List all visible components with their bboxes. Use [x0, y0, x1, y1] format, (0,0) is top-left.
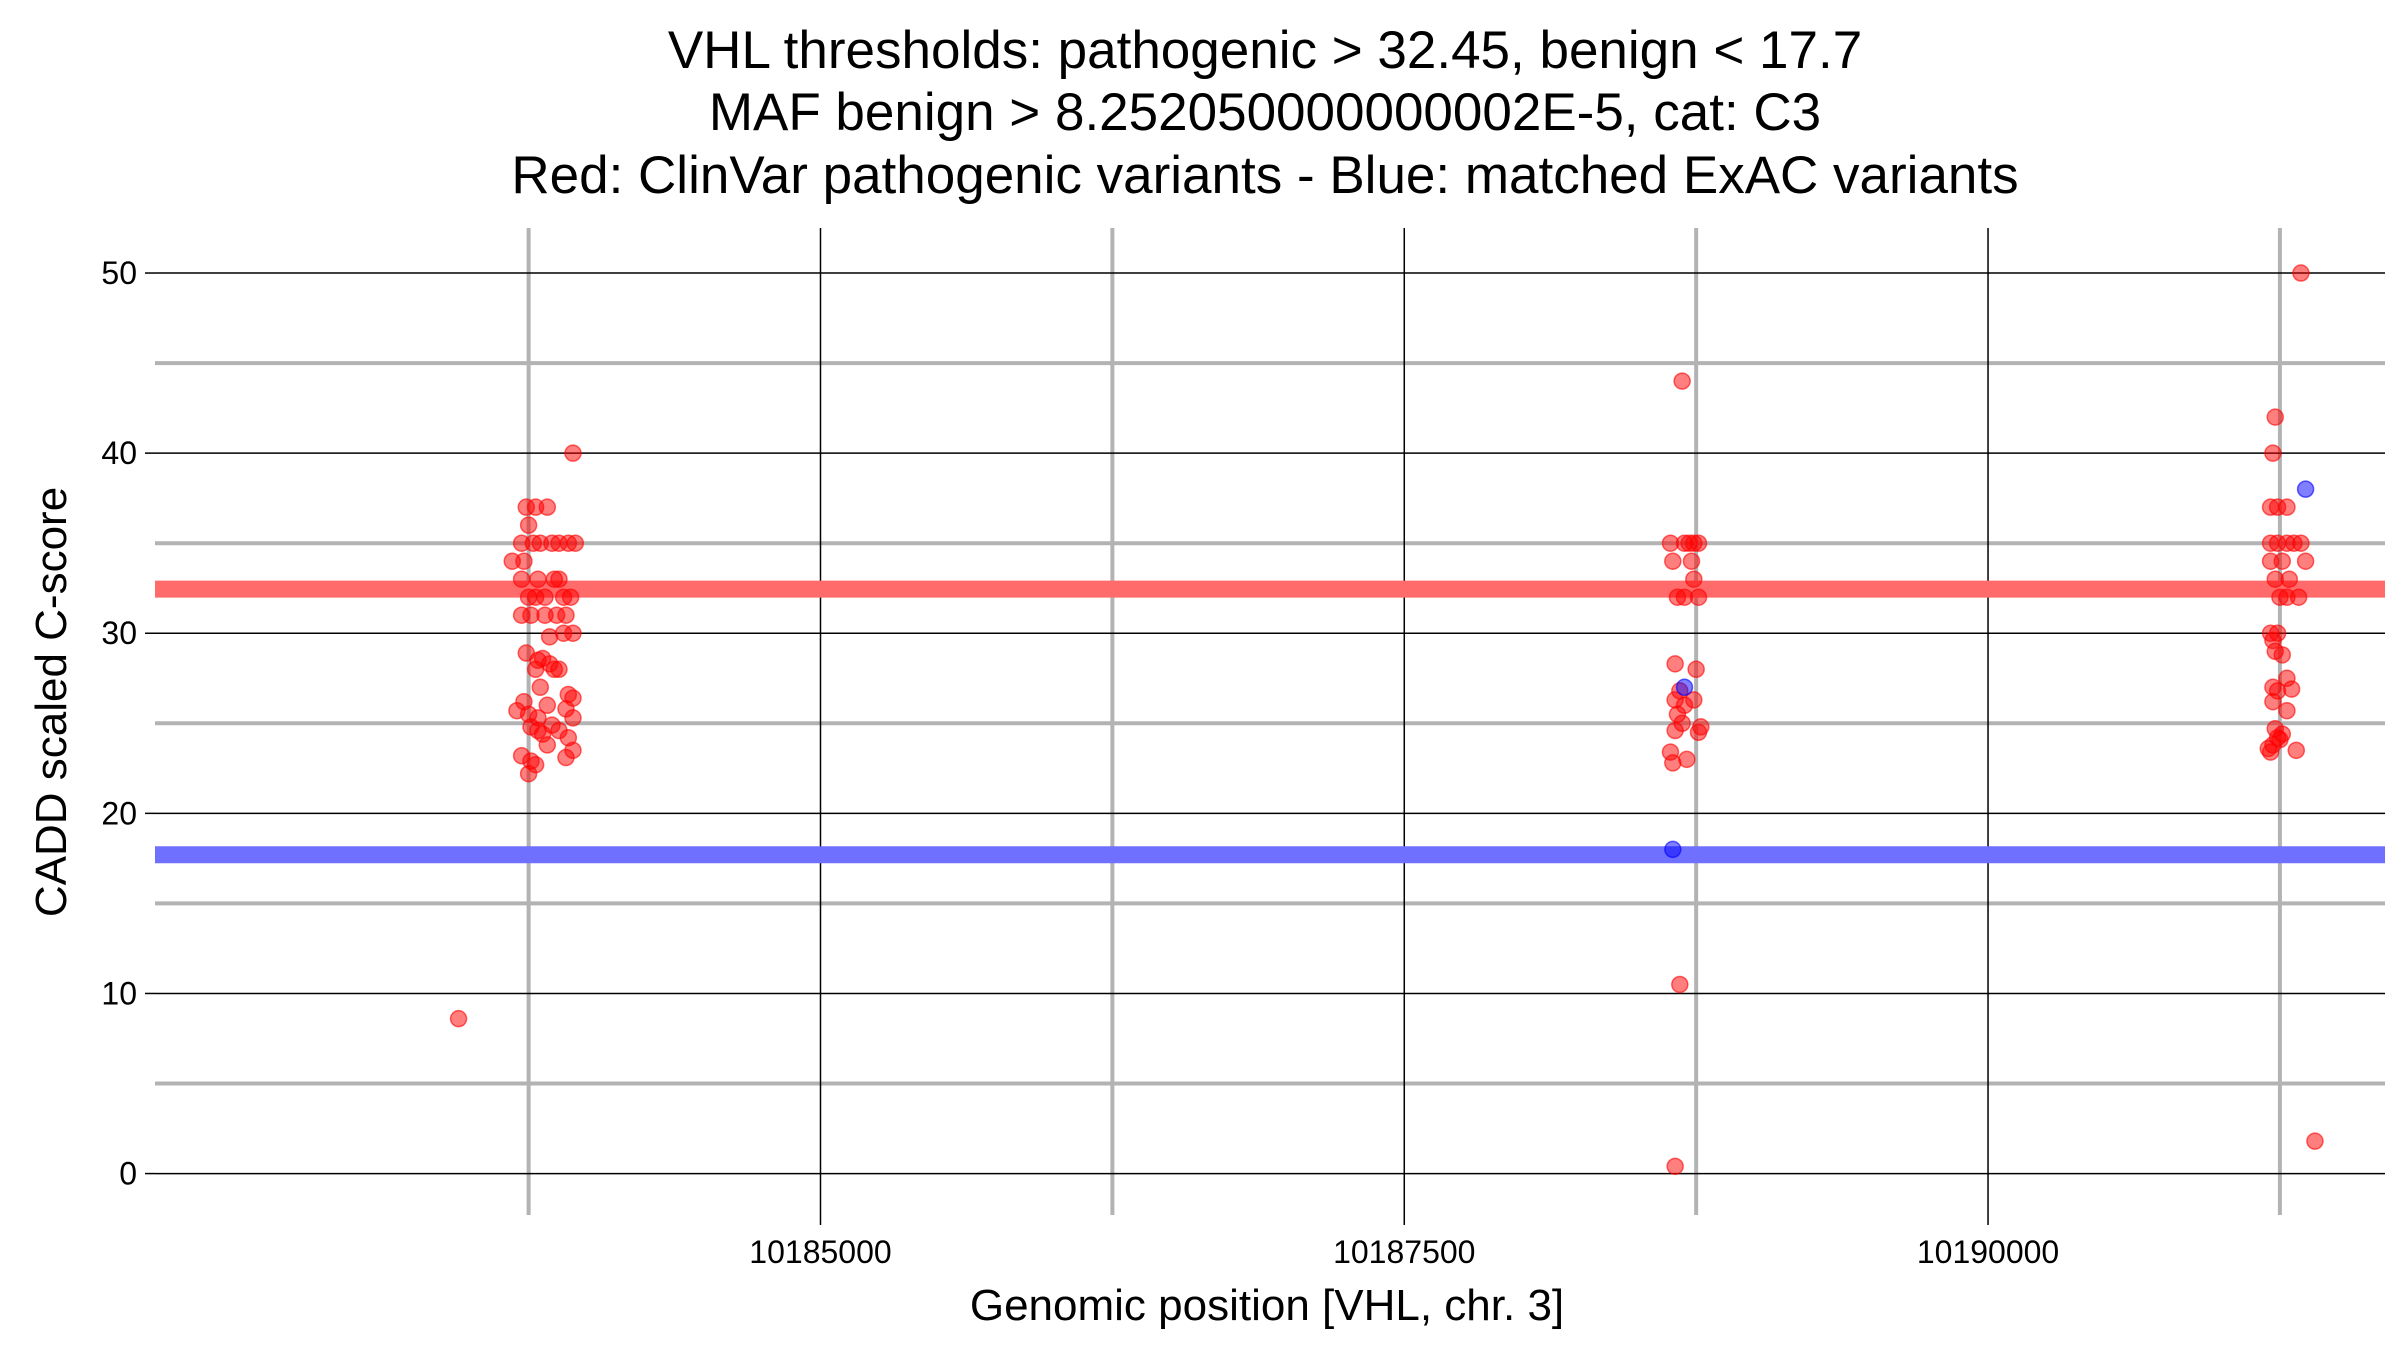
data-point [1678, 750, 1696, 769]
data-point [536, 588, 554, 606]
data-point [564, 741, 582, 760]
y-axis-ticks: 0 10 20 30 40 50 [101, 255, 155, 1192]
data-point [2264, 444, 2282, 462]
data-point [449, 1009, 468, 1028]
data-point [557, 606, 575, 624]
data-point [540, 628, 559, 646]
chart-title-line-3: Red: ClinVar pathogenic variants - Blue:… [511, 146, 2018, 205]
data-point [538, 736, 557, 754]
data-point [2292, 534, 2310, 552]
data-point [1664, 552, 1682, 570]
data-point [2273, 646, 2292, 664]
x-axis-label: Genomic position [VHL, chr. 3] [970, 1281, 1564, 1330]
y-tick-label: 30 [101, 615, 137, 651]
data-point [531, 678, 550, 697]
y-tick-label: 50 [101, 255, 137, 291]
y-tick-label: 20 [101, 795, 137, 831]
data-point [538, 696, 557, 715]
y-tick-label: 40 [101, 435, 137, 471]
data-point [529, 570, 547, 588]
data-point [1673, 372, 1691, 390]
data-point [538, 498, 557, 516]
data-point [1685, 570, 1703, 588]
chart-title-line-2: MAF benign > 8.252050000000002E-5, cat: … [709, 83, 1821, 142]
data-point [550, 570, 568, 588]
data-point [512, 570, 531, 588]
data-point [2287, 741, 2306, 760]
data-point [2292, 264, 2310, 282]
data-point [1689, 588, 1708, 606]
data-point [1687, 660, 1705, 679]
data-point [2289, 588, 2308, 606]
x-axis-ticks: 10185000 10187500 10190000 [749, 1215, 2059, 1270]
data-point [550, 660, 568, 679]
data-point [519, 516, 538, 534]
y-tick-label: 10 [101, 975, 137, 1011]
data-point [2266, 408, 2285, 426]
data-point [2264, 692, 2282, 711]
data-point [2296, 552, 2315, 570]
data-point [2282, 680, 2301, 698]
data-point [1666, 1157, 1684, 1176]
data-point [526, 660, 545, 679]
data-point [2278, 498, 2296, 516]
data-point [2296, 480, 2315, 498]
data-point [2280, 570, 2299, 588]
data-point [519, 764, 538, 783]
data-point [1666, 721, 1684, 740]
x-tick-label: 10187500 [1333, 1234, 1475, 1270]
grid [155, 228, 2385, 1215]
data-point [2261, 743, 2280, 761]
data-point [2306, 1132, 2324, 1150]
data-point [1682, 552, 1701, 570]
data-point [564, 624, 582, 642]
data-point [564, 709, 582, 727]
data-points [449, 264, 2324, 1176]
data-point [2273, 552, 2292, 570]
data-point [564, 444, 582, 462]
data-point [1671, 975, 1689, 994]
data-point [2278, 701, 2296, 720]
y-tick-label: 0 [119, 1156, 137, 1192]
data-point [1666, 655, 1684, 673]
x-tick-label: 10185000 [749, 1234, 891, 1270]
y-axis-label: CADD scaled C-score [27, 487, 76, 917]
chart-title-line-1: VHL thresholds: pathogenic > 32.45, beni… [668, 21, 1862, 80]
chart-title: VHL thresholds: pathogenic > 32.45, beni… [511, 21, 2018, 205]
data-point [561, 588, 580, 606]
x-tick-label: 10190000 [1917, 1234, 2059, 1270]
data-point [566, 534, 585, 552]
data-point [1689, 534, 1708, 552]
data-point [1689, 723, 1708, 742]
data-point [1675, 678, 1694, 697]
data-point [1664, 840, 1682, 859]
data-point [515, 552, 533, 570]
data-point [2268, 728, 2287, 747]
